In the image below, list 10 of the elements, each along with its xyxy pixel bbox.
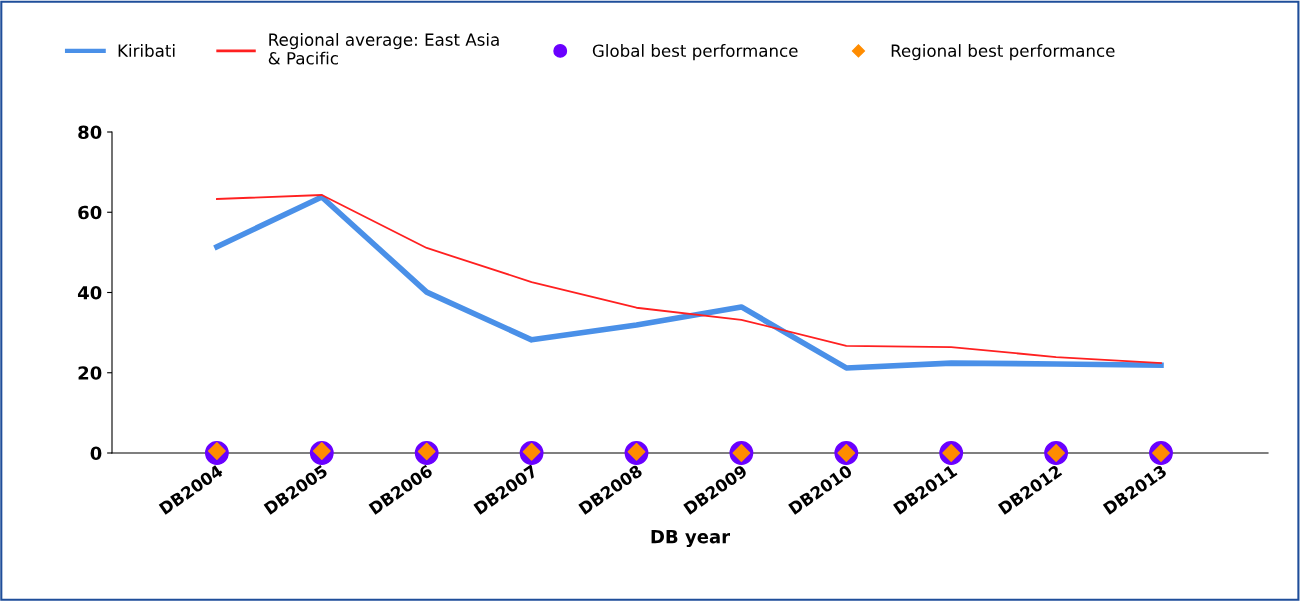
y-tick-label: 40 (77, 285, 102, 300)
legend-label: Regional average: East Asia & Pacific (268, 33, 499, 65)
legend-label: Global best performance (592, 44, 798, 61)
legend-label: Kiribati (118, 44, 175, 57)
x-axis-title: DB year (651, 529, 731, 548)
y-tick-label: 0 (90, 446, 102, 461)
y-tick-label: 20 (78, 366, 102, 380)
y-tick-label: 60 (78, 205, 102, 220)
legend-label: Regional best performance (891, 44, 1115, 61)
y-tick-label: 80 (78, 125, 102, 140)
